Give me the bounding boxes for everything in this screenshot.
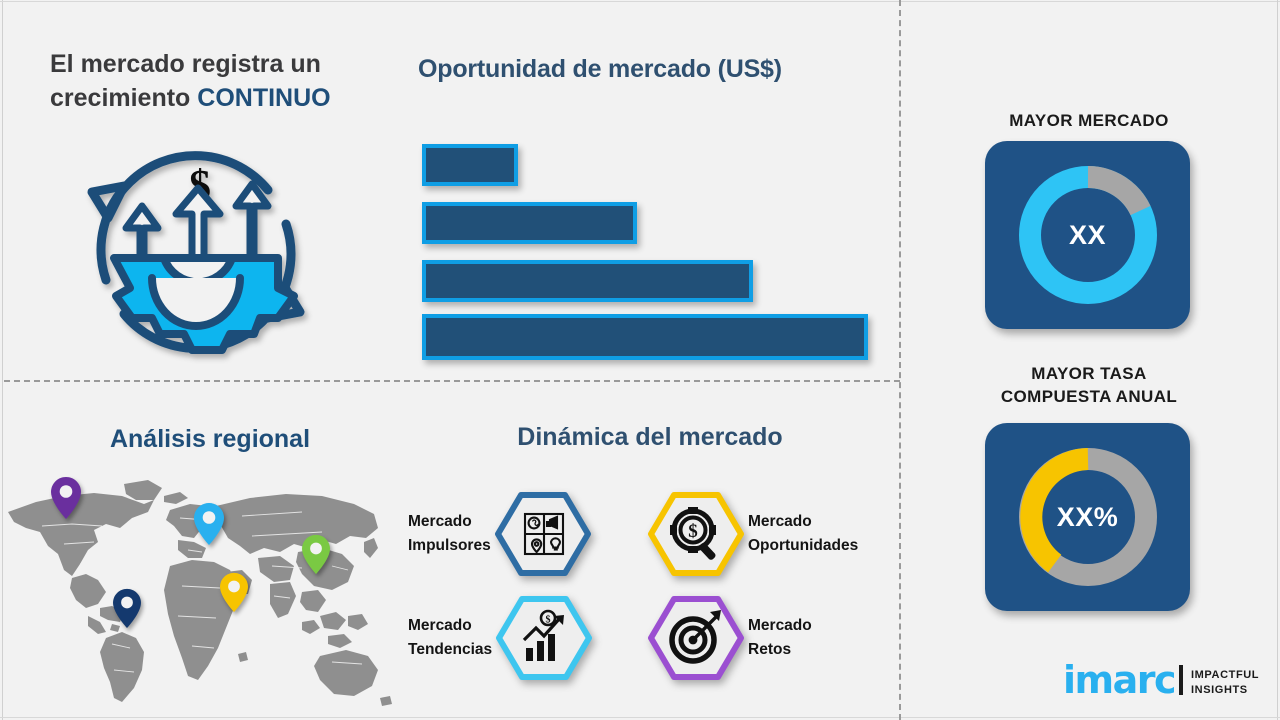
pin-asia xyxy=(301,534,331,580)
bar-item xyxy=(422,144,518,186)
opportunity-bar-chart xyxy=(418,144,888,360)
growth-heading-line2: crecimiento CONTINUO xyxy=(50,82,400,116)
kpi-card-highest-cagr: XX% xyxy=(985,423,1190,611)
frame-border-bottom xyxy=(0,717,1280,718)
dynamics-item-trends[interactable]: Mercado Tendencias $ xyxy=(408,596,593,680)
world-map xyxy=(2,466,394,716)
growth-heading-plain: crecimiento xyxy=(50,83,198,112)
frame-border-left xyxy=(2,0,3,720)
kpi-value-largest-market: XX xyxy=(1068,219,1107,250)
svg-text:$: $ xyxy=(546,615,551,626)
imarc-logo: imarc IMPACTFUL INSIGHTS xyxy=(1063,657,1263,703)
svg-text:$: $ xyxy=(688,521,698,542)
opportunity-heading: Oportunidad de mercado (US$) xyxy=(418,55,782,83)
dynamics-item-opportunities-label: Mercado Oportunidades xyxy=(748,512,859,554)
frame-border-right xyxy=(1277,0,1278,720)
dynamics-item-drivers[interactable]: Mercado Impulsores xyxy=(408,492,591,576)
logo-tagline-line2: INSIGHTS xyxy=(1191,684,1248,696)
growth-gear-arrows-icon: $ xyxy=(72,128,320,376)
dynamics-item-challenges[interactable]: Mercado Retos xyxy=(648,596,812,680)
target-dart-icon xyxy=(648,596,744,680)
pin-middle-east xyxy=(219,572,249,618)
bar-item xyxy=(422,202,637,244)
puzzle-pieces-icon xyxy=(494,492,591,576)
kpi-value-highest-cagr: XX% xyxy=(1056,501,1119,532)
kpi-title-largest-market: MAYOR MERCADO xyxy=(1009,111,1169,130)
dynamics-item-opportunities[interactable]: $ Mercado Oportunidades xyxy=(648,492,858,576)
bar-item xyxy=(422,314,868,360)
pin-south-america xyxy=(112,588,142,634)
logo-tagline-line1: IMPACTFUL xyxy=(1191,669,1259,681)
kpi-card-largest-market: XX xyxy=(985,141,1190,329)
divider-vertical-dashed xyxy=(899,0,901,720)
donut-chart-highest-cagr: XX% xyxy=(985,423,1190,611)
regional-heading: Análisis regional xyxy=(109,425,311,453)
growth-bar-chart-icon: $ xyxy=(496,596,593,680)
magnifier-dollar-icon: $ xyxy=(648,492,744,576)
growth-heading-line1: El mercado registra un xyxy=(50,50,321,78)
dynamics-item-trends-label: Mercado Tendencias xyxy=(408,616,493,658)
growth-heading-accent: CONTINUO xyxy=(197,83,331,112)
pin-north-america xyxy=(50,476,82,525)
dynamics-item-challenges-label: Mercado Retos xyxy=(748,616,812,658)
kpi-title-highest-cagr: MAYOR TASA COMPUESTA ANUAL xyxy=(1000,364,1178,406)
logo-divider-bar xyxy=(1179,665,1183,695)
divider-horizontal-dashed xyxy=(4,380,900,382)
dynamics-heading: Dinámica del mercado xyxy=(517,423,783,451)
logo-wordmark: imarc xyxy=(1063,658,1175,702)
frame-border-top xyxy=(0,1,1280,2)
bar-item xyxy=(422,260,753,302)
donut-chart-largest-market: XX xyxy=(985,141,1190,329)
pin-europe xyxy=(193,502,225,551)
dynamics-item-drivers-label: Mercado Impulsores xyxy=(408,512,491,554)
growth-heading: El mercado registra un crecimiento CONTI… xyxy=(50,48,400,116)
